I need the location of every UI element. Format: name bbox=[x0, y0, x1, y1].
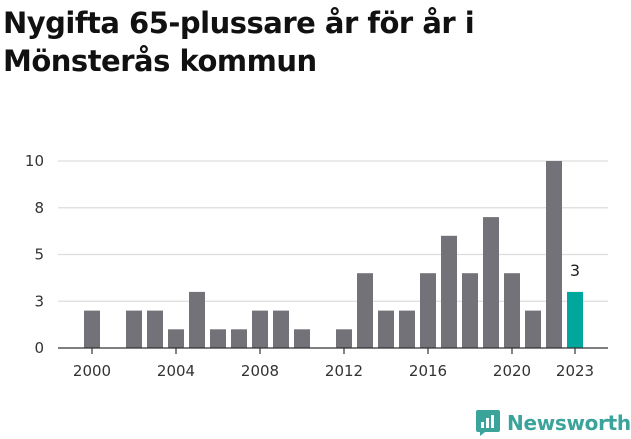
x-tick-label: 2000 bbox=[73, 362, 111, 380]
newsworthy-logo-icon bbox=[476, 410, 500, 436]
bar-2017 bbox=[441, 235, 457, 348]
x-axis-labels: 2000 2004 2008 2012 2016 2020 2023 bbox=[73, 348, 594, 380]
x-tick-label: 2012 bbox=[325, 362, 363, 380]
y-tick-label: 3 bbox=[34, 292, 44, 310]
bar-2006 bbox=[210, 329, 226, 348]
bar-2018 bbox=[462, 273, 478, 348]
chart-title: Nygifta 65-plussare år för år i Mönsterå… bbox=[3, 6, 475, 78]
bar-2003 bbox=[147, 310, 163, 348]
newsworthy-brand: Newsworthy bbox=[475, 407, 631, 439]
bar-2008 bbox=[252, 310, 268, 348]
bar-2019 bbox=[483, 217, 499, 348]
bar-2000 bbox=[84, 310, 100, 348]
data-label-2023: 3 bbox=[570, 261, 580, 280]
bar-2013 bbox=[357, 273, 373, 348]
bar-2005 bbox=[189, 291, 205, 348]
y-tick-label: 10 bbox=[25, 152, 44, 170]
data-labels: 3 bbox=[570, 261, 580, 280]
y-tick-label: 8 bbox=[34, 199, 44, 217]
bar-2004 bbox=[168, 329, 184, 348]
bar-2015 bbox=[399, 310, 415, 348]
y-tick-label: 5 bbox=[34, 246, 44, 264]
bar-2020 bbox=[504, 273, 520, 348]
x-tick-label: 2008 bbox=[241, 362, 279, 380]
bar-2016 bbox=[420, 273, 436, 348]
bar-2007 bbox=[231, 329, 247, 348]
bar-2010 bbox=[294, 329, 310, 348]
x-tick-label: 2020 bbox=[493, 362, 531, 380]
x-tick-label: 2023 bbox=[556, 362, 594, 380]
grid-lines bbox=[58, 160, 608, 302]
bar-2012 bbox=[336, 329, 352, 348]
brand-name: Newsworthy bbox=[507, 411, 631, 435]
bar-2021 bbox=[525, 310, 541, 348]
bars bbox=[84, 161, 583, 348]
y-tick-label: 0 bbox=[34, 339, 44, 357]
bar-2002 bbox=[126, 310, 142, 348]
bar-2014 bbox=[378, 310, 394, 348]
x-tick-label: 2016 bbox=[409, 362, 447, 380]
bar-2022 bbox=[546, 161, 562, 348]
bar-2023 bbox=[567, 291, 583, 348]
y-axis-labels: 0 3 5 8 10 bbox=[25, 152, 44, 357]
bar-2009 bbox=[273, 310, 289, 348]
x-tick-label: 2004 bbox=[157, 362, 195, 380]
